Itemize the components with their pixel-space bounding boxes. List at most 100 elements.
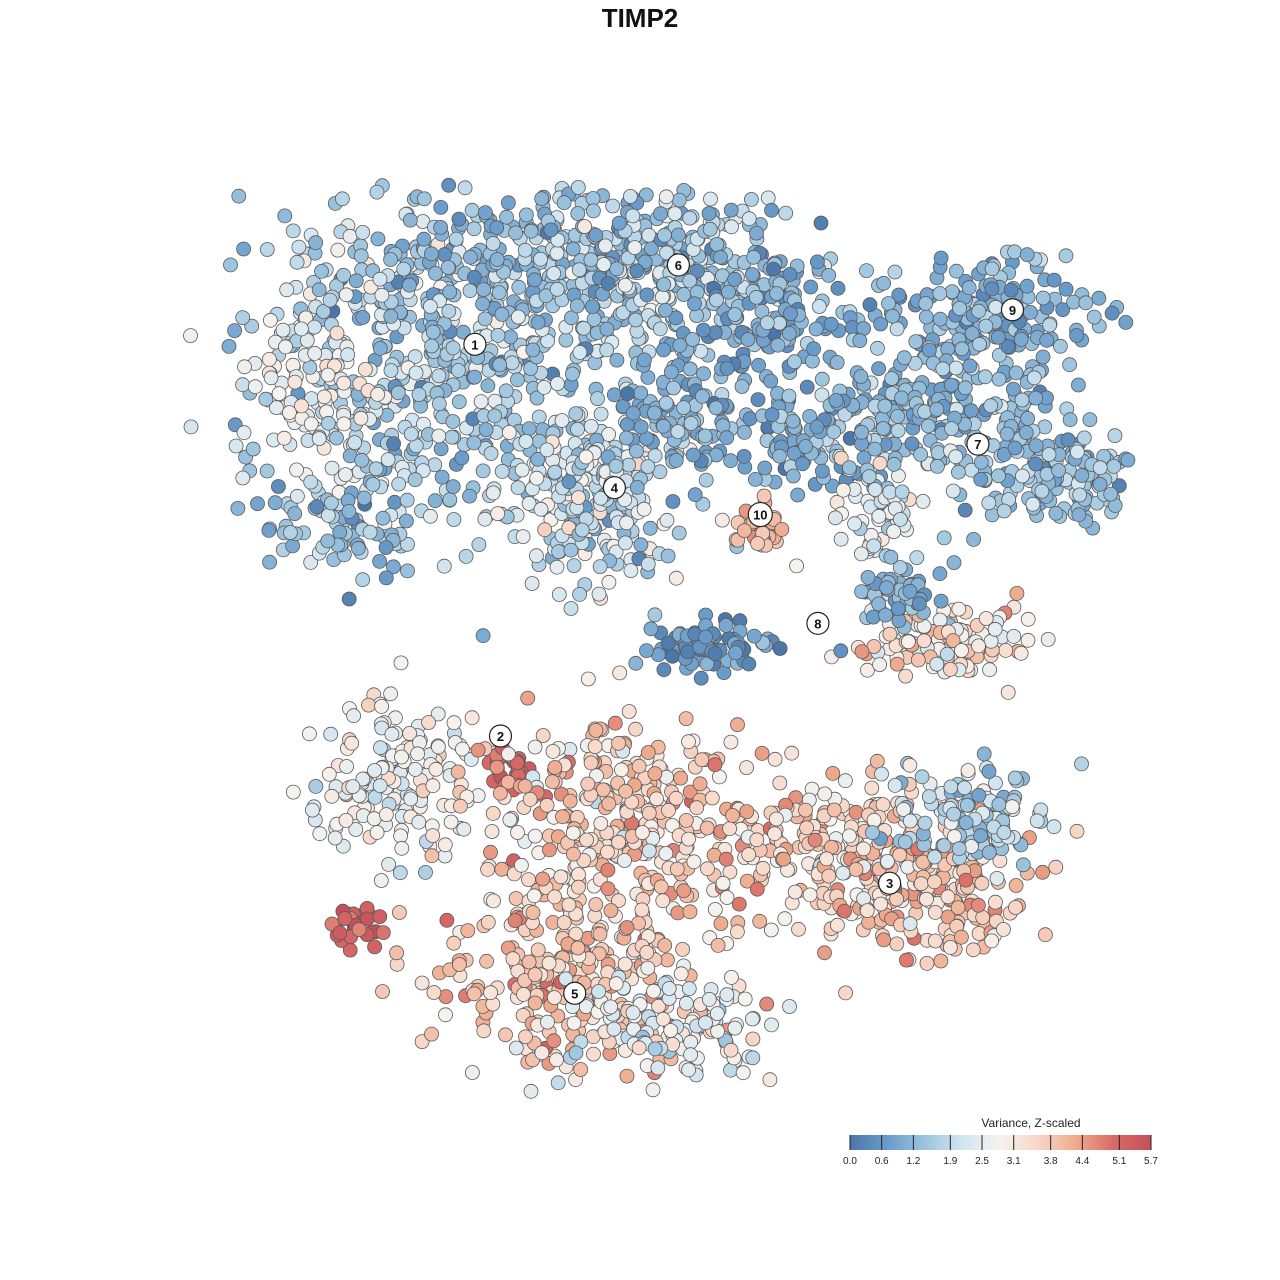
cell-point [764,407,780,423]
cell-point [476,282,492,298]
cell-point [825,766,841,781]
cell-point [375,925,391,940]
cell-point [734,379,750,394]
cell-point [609,352,625,368]
cell-point [741,211,757,227]
cell-point [487,408,503,424]
cell-point [1023,304,1038,320]
cell-point [712,769,727,785]
cell-point [901,634,916,650]
cell-point [749,832,765,848]
cell-point [514,857,529,873]
cell-point [574,522,590,538]
cell-point [972,336,987,352]
cell-point [403,791,419,807]
cell-point [678,711,694,726]
cell-point [324,788,340,804]
cell-point [332,524,348,540]
cell-point [340,347,356,363]
cell-point [713,916,729,931]
cell-point [508,225,523,241]
cell-point [565,241,581,257]
cell-point [510,825,525,840]
cell-point [491,285,507,301]
cell-point [929,656,945,672]
cluster-id-text: 7 [974,437,981,452]
cell-point [668,570,684,586]
cell-point [739,760,754,775]
cell-point [637,254,653,270]
cell-point [287,506,303,521]
cell-point [954,643,969,658]
cell-point [441,177,457,193]
cluster-label-4: 4 [602,476,627,500]
cell-point [619,430,634,446]
cell-point [276,430,292,446]
cell-point [303,416,319,432]
cell-point [529,470,545,486]
cell-point [682,904,698,920]
cell-point [645,1082,661,1098]
cell-point [437,247,452,263]
cell-point [652,321,668,337]
cell-point [739,804,755,819]
cell-point [741,656,757,672]
cell-point [562,793,578,809]
cell-point [764,202,779,218]
cell-point [414,975,430,991]
cell-point [383,363,399,378]
cell-point [719,360,735,376]
cell-point [545,744,561,759]
cell-point [971,897,986,913]
cell-point [505,951,521,967]
cell-point [530,314,546,330]
cell-point [309,499,325,515]
cell-point [702,221,718,237]
cell-point [398,513,414,529]
cell-point [618,277,633,293]
cell-point [524,576,540,591]
cell-point [578,449,594,465]
cell-point [1118,314,1134,330]
cell-point [697,428,713,444]
cell-point [569,298,585,314]
cell-point [374,287,390,303]
cell-point [933,953,949,969]
cell-point [785,413,801,429]
cell-point [348,273,364,289]
cell-point [653,879,669,895]
cell-point [894,484,910,500]
cell-point [742,411,758,427]
cell-point [508,891,524,906]
cell-point [856,841,871,857]
cell-point [745,1011,760,1027]
cell-point [258,391,274,407]
cell-point [464,202,480,218]
cell-point [799,820,814,836]
cell-point [262,554,278,570]
cell-point [590,391,605,407]
cell-point [539,442,555,458]
cell-point [991,468,1006,484]
cluster-label-6: 6 [666,253,691,277]
cell-point [927,933,943,949]
cell-point [1004,799,1020,815]
cluster-id-text: 4 [611,481,619,496]
cell-point [517,242,533,258]
cell-point [407,349,423,365]
cell-point [547,990,562,1005]
cell-point [416,231,432,247]
cell-point [389,945,405,961]
cell-point [588,897,604,912]
cell-point [580,671,596,687]
cell-point [361,697,376,713]
cell-point [633,385,649,401]
cell-point [750,536,765,551]
cell-point [546,1033,562,1049]
cell-point [1046,272,1062,288]
cell-point [918,296,934,311]
cell-point [336,416,352,432]
cell-point [629,443,644,459]
cell-point [306,319,322,335]
cell-point [601,426,616,442]
